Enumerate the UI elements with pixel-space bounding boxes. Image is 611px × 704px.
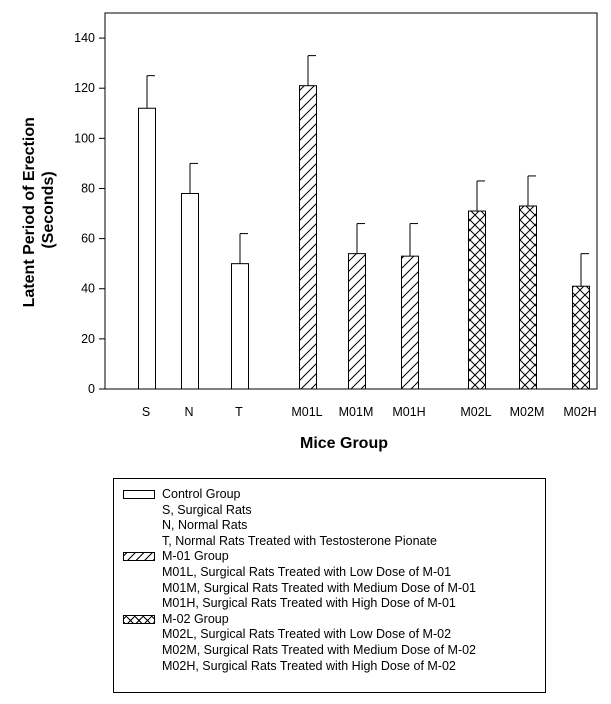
legend-swatch-m02 [123,614,155,624]
bar-m02h [572,285,590,390]
legend: Control Group S, Surgical Rats N, Normal R… [113,478,546,693]
bar-m01h [401,255,419,390]
x-tick-label: M02M [510,405,545,419]
legend-item: M01H, Surgical Rats Treated with High Do… [162,596,456,611]
legend-item: M01M, Surgical Rats Treated with Medium … [162,580,477,595]
legend-item: S, Surgical Rats [162,502,252,517]
legend-group-title: M-01 Group [162,549,229,564]
x-axis-title: Mice Group [300,435,388,452]
legend-swatch-m01 [123,552,155,562]
legend-item: M02L, Surgical Rats Treated with Low Dos… [162,627,452,642]
legend-item: T, Normal Rats Treated with Testosterone… [162,533,437,548]
y-tick-label: 100 [74,131,95,145]
bar-s [138,107,156,390]
legend-item: M02H, Surgical Rats Treated with High Do… [162,658,456,673]
x-tick-label: S [142,405,150,419]
y-tick-label: 0 [88,382,95,396]
legend-swatch-control [123,490,155,499]
x-tick-label: N [184,405,193,419]
bar-chart: 0 20 40 60 80 100 120 140 S N T M01L M01M M01H M02L M0… [21,12,598,452]
y-tick-label: 140 [74,31,95,45]
x-tick-label: M01H [392,405,425,419]
y-tick-label: 40 [81,282,95,296]
legend-group-title: M-02 Group [162,611,229,626]
legend-item: N, Normal Rats [162,518,248,533]
bar-t [231,263,249,390]
legend-item: M02M, Surgical Rats Treated with Medium … [162,643,477,657]
x-tick-label: M02L [460,405,491,419]
y-tick-label: 20 [81,332,95,346]
y-tick-label: 60 [81,232,95,246]
y-tick-label: 120 [74,81,95,95]
y-tick-label: 80 [81,181,95,195]
bar-m01l [299,85,317,390]
legend-group-title: Control Group [162,487,241,501]
bar-n [181,192,199,390]
bar-m01m [348,253,366,390]
bar-m02l [468,210,486,390]
x-tick-label: M01L [291,405,322,419]
x-tick-label: M02H [563,405,596,419]
x-tick-label: T [235,405,243,419]
y-axis-title-line-1: Latent Period of Erection [21,117,38,307]
y-axis-title: Latent Period of Erection (Seconds) [21,113,57,308]
y-axis-title-line-2: (Seconds) [40,171,57,248]
legend-item: M01L, Surgical Rats Treated with Low Dos… [162,565,452,579]
bar-m02m [519,205,537,390]
x-tick-label: M01M [339,405,374,419]
